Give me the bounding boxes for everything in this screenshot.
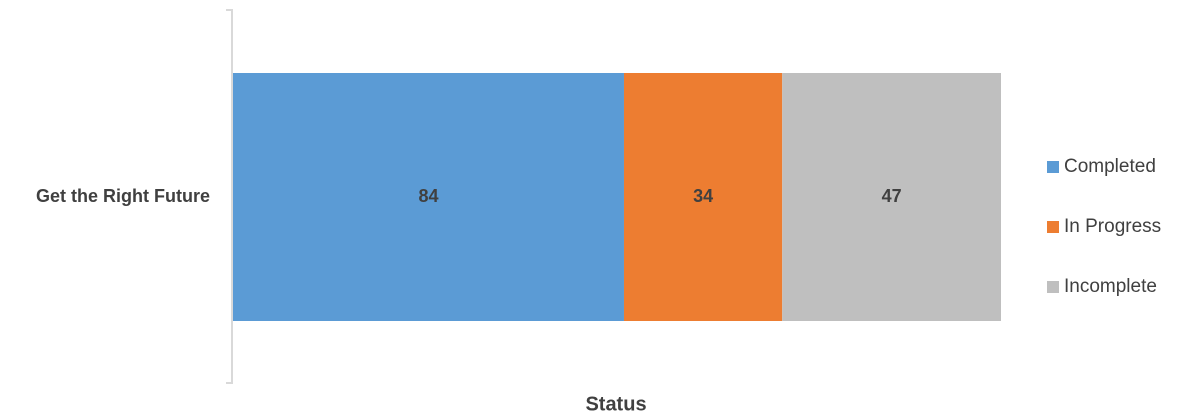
bar-segment-incomplete[interactable] (782, 73, 1001, 321)
legend-swatch (1047, 161, 1059, 173)
data-label-in-progress: 34 (693, 186, 713, 206)
legend-swatch (1047, 281, 1059, 293)
axis-layer: Get the Right Future (36, 9, 233, 384)
legend-item-incomplete[interactable]: Incomplete (1047, 276, 1157, 297)
data-label-completed: 84 (418, 186, 438, 206)
legend[interactable]: Completed In Progress Incomplete (1047, 156, 1161, 297)
data-labels-layer: 84 34 47 (418, 186, 901, 206)
legend-item-in-progress[interactable]: In Progress (1047, 216, 1161, 237)
category-label: Get the Right Future (36, 186, 210, 206)
legend-label: Completed (1064, 156, 1156, 177)
legend-label: In Progress (1064, 216, 1161, 237)
bar-segment-completed[interactable] (233, 73, 624, 321)
bars-layer (233, 73, 1001, 321)
bar-segment-in-progress[interactable] (623, 73, 783, 321)
category-axis-line (226, 9, 233, 384)
legend-swatch (1047, 221, 1059, 233)
legend-label: Incomplete (1064, 276, 1157, 297)
x-axis-title: Status (585, 393, 646, 415)
data-label-incomplete: 47 (882, 186, 902, 206)
legend-item-completed[interactable]: Completed (1047, 156, 1156, 177)
